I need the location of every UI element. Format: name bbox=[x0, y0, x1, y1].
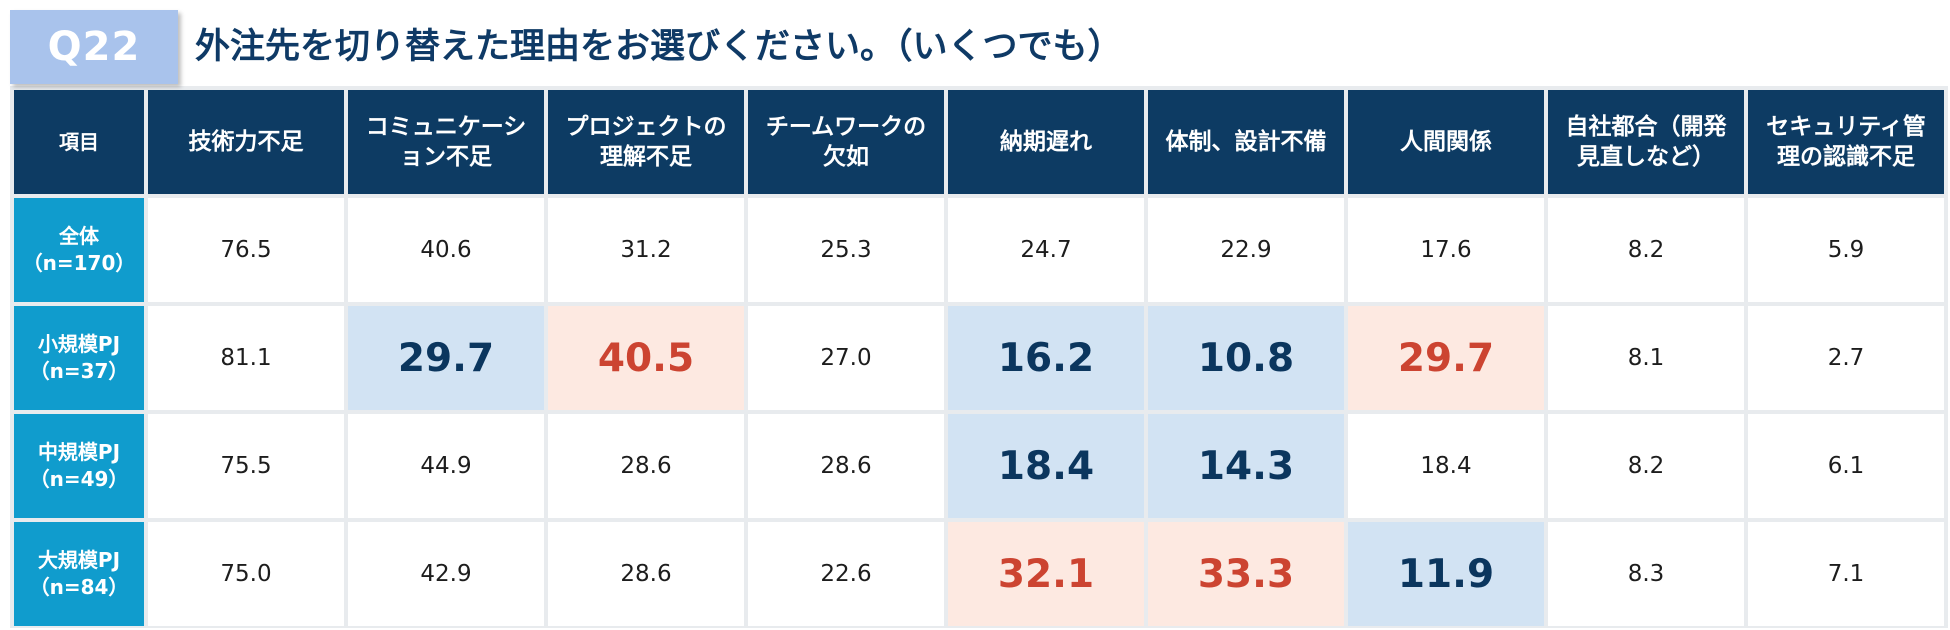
value-cell: 76.5 bbox=[148, 198, 344, 302]
value-cell: 40.6 bbox=[348, 198, 544, 302]
column-header-label: 技術力不足 bbox=[188, 129, 304, 155]
header-row: 項目 技術力不足 コミュニケーシ ョン不足 プロジェクトの 理解不足 チームワー… bbox=[14, 90, 1944, 194]
column-header: 納期遅れ bbox=[948, 90, 1144, 194]
value-cell-high: 29.7 bbox=[1348, 306, 1544, 410]
column-header: コミュニケーシ ョン不足 bbox=[348, 90, 544, 194]
value-cell: 31.2 bbox=[548, 198, 744, 302]
column-header-label: チームワークの 欠如 bbox=[765, 114, 927, 170]
item-header-label: 項目 bbox=[59, 130, 99, 154]
question-header: Q22 外注先を切り替えた理由をお選びください。（いくつでも） bbox=[10, 10, 1940, 84]
question-number-badge: Q22 bbox=[10, 10, 178, 84]
value-cell: 42.9 bbox=[348, 522, 544, 626]
value-cell-low: 16.2 bbox=[948, 306, 1144, 410]
value-cell-high: 32.1 bbox=[948, 522, 1144, 626]
column-header-label: セキュリティ管 理の認識不足 bbox=[1766, 114, 1926, 170]
column-header-label: コミュニケーシ ョン不足 bbox=[365, 114, 527, 170]
value-cell-high: 33.3 bbox=[1148, 522, 1344, 626]
row-header-cell: 大規模PJ （n=84） bbox=[14, 522, 144, 626]
table-body: 全体 （n=170） 76.5 40.6 31.2 25.3 24.7 22.9 17.6 8.… bbox=[14, 198, 1944, 626]
value-cell: 22.6 bbox=[748, 522, 944, 626]
column-header-label: 納期遅れ bbox=[1000, 129, 1092, 155]
value-cell-low: 11.9 bbox=[1348, 522, 1544, 626]
column-header: セキュリティ管 理の認識不足 bbox=[1748, 90, 1944, 194]
value-cell: 8.2 bbox=[1548, 198, 1744, 302]
value-cell-low: 14.3 bbox=[1148, 414, 1344, 518]
column-header-label: 人間関係 bbox=[1400, 129, 1492, 155]
value-cell: 8.1 bbox=[1548, 306, 1744, 410]
value-cell: 8.3 bbox=[1548, 522, 1744, 626]
value-cell: 27.0 bbox=[748, 306, 944, 410]
question-title: 外注先を切り替えた理由をお選びください。（いくつでも） bbox=[195, 27, 1123, 67]
value-cell: 6.1 bbox=[1748, 414, 1944, 518]
table-row: 全体 （n=170） 76.5 40.6 31.2 25.3 24.7 22.9 17.6 8.… bbox=[14, 198, 1944, 302]
row-header-cell: 小規模PJ （n=37） bbox=[14, 306, 144, 410]
value-cell-low: 29.7 bbox=[348, 306, 544, 410]
table-row: 中規模PJ （n=49） 75.5 44.9 28.6 28.6 18.4 14.3 18.4… bbox=[14, 414, 1944, 518]
value-cell-low: 18.4 bbox=[948, 414, 1144, 518]
column-header-label: 体制、設計不備 bbox=[1165, 129, 1327, 155]
value-cell-low: 10.8 bbox=[1148, 306, 1344, 410]
value-cell: 25.3 bbox=[748, 198, 944, 302]
row-header-label: 中規模PJ （n=49） bbox=[29, 440, 129, 491]
value-cell: 5.9 bbox=[1748, 198, 1944, 302]
column-header-label: 自社都合（開発 見直しなど） bbox=[1565, 114, 1727, 170]
table-row: 大規模PJ （n=84） 75.0 42.9 28.6 22.6 32.1 33.3 11.9… bbox=[14, 522, 1944, 626]
value-cell: 28.6 bbox=[548, 522, 744, 626]
value-cell: 18.4 bbox=[1348, 414, 1544, 518]
value-cell: 44.9 bbox=[348, 414, 544, 518]
row-header-cell: 中規模PJ （n=49） bbox=[14, 414, 144, 518]
value-cell: 75.5 bbox=[148, 414, 344, 518]
column-header: 体制、設計不備 bbox=[1148, 90, 1344, 194]
value-cell: 8.2 bbox=[1548, 414, 1744, 518]
column-header: チームワークの 欠如 bbox=[748, 90, 944, 194]
value-cell: 75.0 bbox=[148, 522, 344, 626]
item-header-cell: 項目 bbox=[14, 90, 144, 194]
value-cell: 28.6 bbox=[548, 414, 744, 518]
column-header-label: プロジェクトの 理解不足 bbox=[565, 114, 727, 170]
row-header-label: 大規模PJ （n=84） bbox=[29, 548, 129, 599]
column-header: プロジェクトの 理解不足 bbox=[548, 90, 744, 194]
value-cell: 7.1 bbox=[1748, 522, 1944, 626]
value-cell: 28.6 bbox=[748, 414, 944, 518]
row-header-label: 全体 （n=170） bbox=[22, 224, 136, 275]
row-header-cell: 全体 （n=170） bbox=[14, 198, 144, 302]
value-cell: 2.7 bbox=[1748, 306, 1944, 410]
value-cell: 24.7 bbox=[948, 198, 1144, 302]
table-row: 小規模PJ （n=37） 81.1 29.7 40.5 27.0 16.2 10.8 29.7… bbox=[14, 306, 1944, 410]
value-cell-high: 40.5 bbox=[548, 306, 744, 410]
column-header: 自社都合（開発 見直しなど） bbox=[1548, 90, 1744, 194]
value-cell: 22.9 bbox=[1148, 198, 1344, 302]
results-table: 項目 技術力不足 コミュニケーシ ョン不足 プロジェクトの 理解不足 チームワー… bbox=[10, 86, 1948, 630]
value-cell: 17.6 bbox=[1348, 198, 1544, 302]
column-header: 人間関係 bbox=[1348, 90, 1544, 194]
column-header: 技術力不足 bbox=[148, 90, 344, 194]
row-header-label: 小規模PJ （n=37） bbox=[29, 332, 129, 383]
value-cell: 81.1 bbox=[148, 306, 344, 410]
